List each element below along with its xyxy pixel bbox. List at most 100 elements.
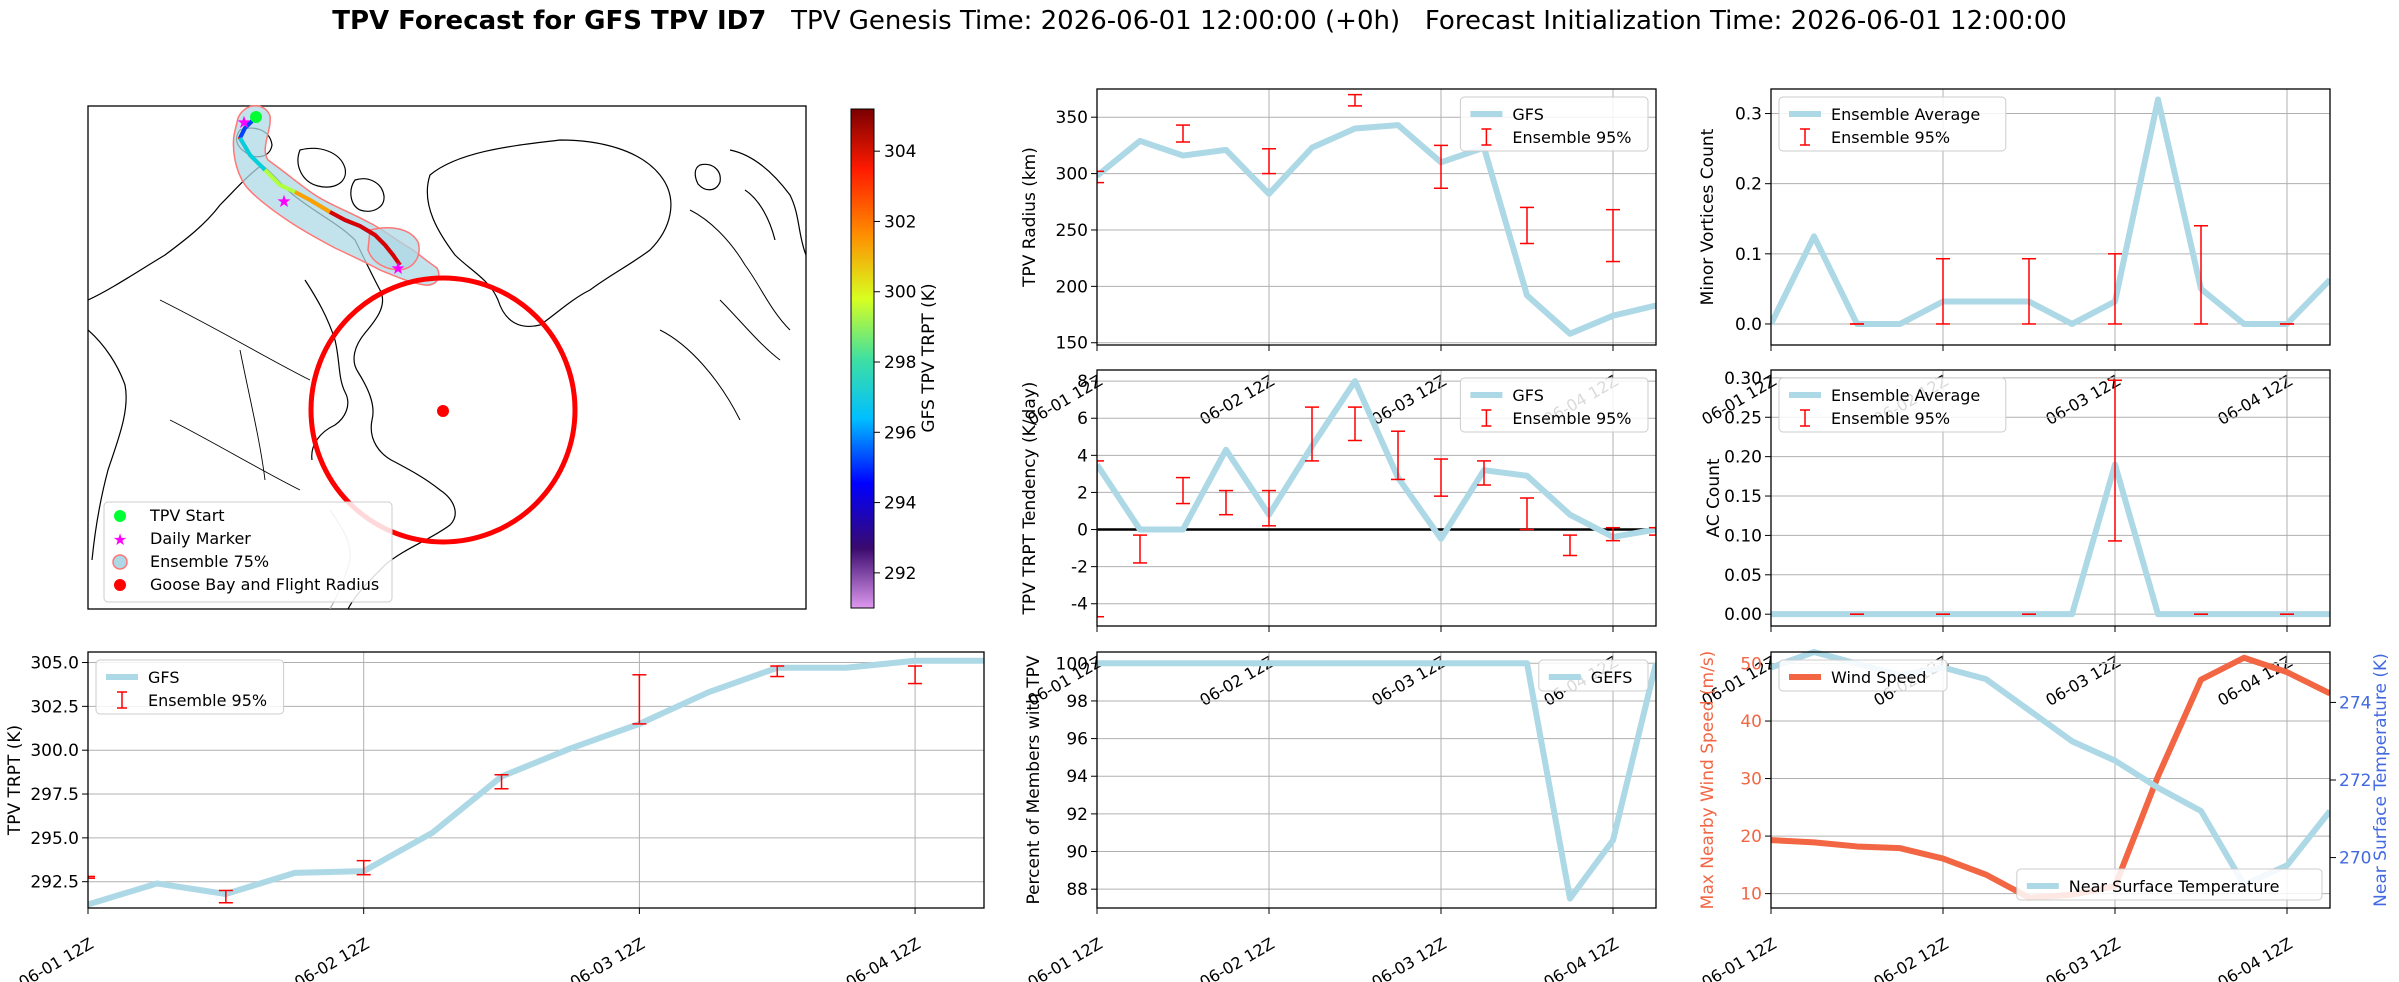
legend-box (1459, 96, 1649, 152)
y-tick-label: -2 (1071, 558, 1088, 578)
series-group (1097, 93, 1656, 337)
x-tick-label: 06-02 12Z (1196, 371, 1277, 429)
tpv-track-color-3 (263, 168, 296, 194)
y-tick-label: 297.5 (30, 785, 79, 805)
x-tick-label: 06-03 12Z (1368, 934, 1449, 982)
map-legend-label: Ensemble 75% (150, 552, 269, 571)
series-line (1771, 461, 2330, 618)
legend-label: Near Surface Temperature (2069, 877, 2280, 896)
y-tick-label: 250 (1056, 221, 1088, 241)
x-tick-label: 06-04 12Z (2214, 371, 2295, 429)
plot-frame (1770, 651, 2331, 909)
plot-frame (87, 651, 985, 909)
y-tick-label: 8 (1077, 372, 1088, 392)
y-tick-label: 302.5 (30, 697, 79, 717)
map-legend-label: Daily Marker (150, 529, 251, 548)
x-tick-label: 06-02 12Z (1196, 934, 1277, 982)
y-tick-label: 20 (1740, 827, 1762, 847)
legend-box (1538, 659, 1649, 692)
legend-label: GFS (148, 668, 179, 687)
tpv-track-color-2 (238, 136, 267, 172)
y-tick-label: 0 (1077, 521, 1088, 541)
x-tick-label: 06-03 12Z (1368, 371, 1449, 429)
x-tick-label: 06-04 12Z (2214, 934, 2295, 982)
colorbar-tick-label: 292 (884, 564, 916, 584)
coastline-north-america (88, 164, 456, 609)
series-line (1771, 96, 2330, 327)
legend-star-icon: ★ (113, 530, 127, 549)
series-group (1771, 379, 2330, 618)
coastline-west (88, 329, 127, 561)
series-group (88, 657, 984, 908)
daily-marker: ★ (276, 192, 291, 212)
y-tick-label: 305.0 (30, 654, 79, 674)
daily-marker: ★ (236, 113, 251, 133)
tpv-track-color-4 (294, 190, 332, 214)
x-tick-label: 06-02 12Z (1870, 934, 1951, 982)
legend-label: GEFS (1591, 668, 1633, 687)
island-2 (297, 147, 346, 188)
island-4 (694, 163, 721, 191)
map-panel: ★ ★ ★ ★ TPV Start Daily Marker Ensemble … (87, 105, 807, 610)
colorbar-tick-label: 294 (884, 494, 916, 514)
legend-start-icon (114, 510, 126, 522)
border-line (159, 299, 311, 381)
y-tick-label: 96 (1066, 730, 1088, 750)
y-tick-label: 90 (1066, 843, 1088, 863)
legend-label: GFS (1512, 386, 1543, 405)
y-axis-label: TPV TRPT Tendency (K/day) (1020, 382, 1040, 616)
y-tick-label: 0.00 (1724, 605, 1762, 625)
map-legend-label: TPV Start (149, 506, 225, 525)
y-tick-label: 150 (1056, 334, 1088, 354)
y2-tick-label: 274 (2339, 693, 2371, 713)
x-tick-label: 06-01 12Z (1024, 934, 1105, 982)
title-rest: TPV Genesis Time: 2026-06-01 12:00:00 (+… (791, 6, 2067, 36)
y-tick-label: 6 (1077, 409, 1088, 429)
y-axis-label: Percent of Members with TPV (1024, 655, 1044, 904)
y-axis-label: Max Nearby Wind Speed (m/s) (1698, 651, 1718, 910)
series-line (1097, 378, 1656, 542)
coastline-europe (659, 209, 791, 421)
y-tick-label: 0.10 (1724, 526, 1762, 546)
legend-box (1778, 377, 2007, 433)
legend-label: Ensemble 95% (148, 691, 267, 710)
y-tick-label: 0.30 (1724, 369, 1762, 389)
colorbar: 304 302 300 298 296 294 292 GFS TPV TRPT (K) (850, 108, 939, 609)
y-tick-label: 0.20 (1724, 448, 1762, 468)
y-tick-label: -4 (1071, 595, 1088, 615)
y-tick-label: 295.0 (30, 829, 79, 849)
y-tick-label: 0.25 (1724, 408, 1762, 428)
y-axis-label: AC Count (1704, 458, 1724, 537)
coastline-greenland (426, 139, 672, 327)
y-tick-label: 4 (1077, 446, 1088, 466)
legend-label: GFS (1512, 105, 1543, 124)
panel-wind: 06-01 12Z 06-02 12Z 06-03 12Z 06-04 12Z 10 20… (1698, 649, 2391, 982)
colorbar-gradient (850, 108, 875, 609)
legend-box (1778, 96, 2007, 152)
series-group (1097, 378, 1656, 618)
x-tick-label: 06-01 12Z (15, 934, 96, 982)
scandinavia (729, 149, 806, 256)
y2-tick-label: 272 (2339, 771, 2371, 791)
tpv-track-color (238, 116, 257, 139)
y-tick-label: 100 (1056, 654, 1088, 674)
panel-trpt: 06-01 12Z 06-02 12Z 06-03 12Z 06-04 12Z 292.… (5, 651, 985, 982)
figure-title: TPV Forecast for GFS TPV ID7 TPV Genesis… (0, 6, 2399, 36)
legend-box (1459, 377, 1649, 433)
colorbar-tick-label: 302 (884, 212, 916, 232)
y-tick-label: 2 (1077, 483, 1088, 503)
legend-label: Ensemble 95% (1512, 409, 1631, 428)
plot-frame (1096, 651, 1657, 909)
legend-label: Wind Speed (1831, 668, 1926, 687)
y-tick-label: 0.3 (1735, 105, 1762, 125)
map-legend: ★ TPV Start Daily Marker Ensemble 75% Go… (103, 501, 393, 603)
x-tick-label: 06-03 12Z (567, 934, 648, 982)
title-bold: TPV Forecast for GFS TPV ID7 (332, 6, 767, 36)
y-tick-label: 300.0 (30, 741, 79, 761)
y-tick-label: 10 (1740, 885, 1762, 905)
tpv-start-marker (250, 111, 262, 123)
y-tick-label: 0.15 (1724, 487, 1762, 507)
plot-frame (1096, 369, 1657, 627)
daily-marker: ★ (390, 259, 405, 279)
